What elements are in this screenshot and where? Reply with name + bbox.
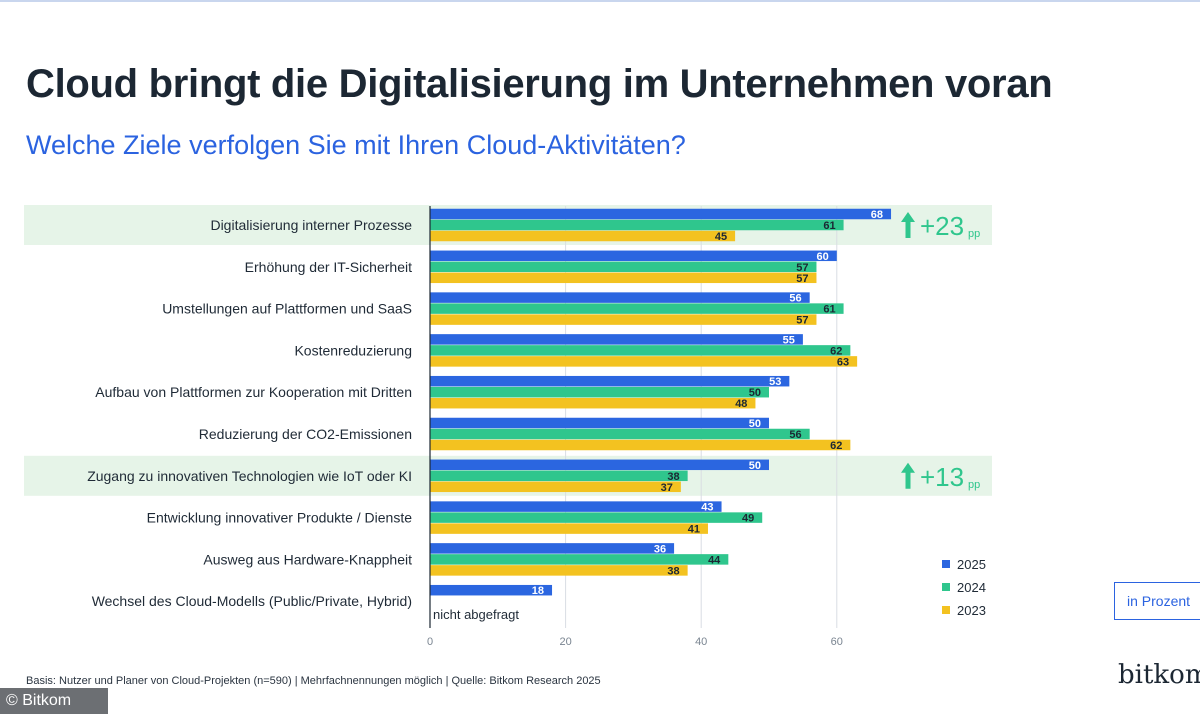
data-label-2025: 36 [654, 543, 666, 555]
data-label-2024: 61 [823, 220, 835, 232]
x-tick-label: 40 [695, 636, 707, 648]
legend-swatch-2024 [942, 583, 950, 591]
unit-label: in Prozent [1114, 582, 1200, 620]
bar-2024 [430, 303, 844, 314]
data-label-2025: 68 [871, 209, 883, 221]
data-label-2025: 53 [769, 376, 781, 388]
bar-2024 [430, 470, 688, 482]
data-label-2025: 55 [783, 334, 795, 346]
legend-label-2024: 2024 [957, 580, 986, 595]
bar-2025 [430, 334, 803, 345]
data-label-2025: 56 [789, 293, 801, 305]
bar-2023 [430, 397, 756, 409]
page-subtitle: Welche Ziele verfolgen Sie mit Ihren Clo… [26, 130, 686, 160]
arrow-up-icon [901, 462, 915, 489]
bar-2025 [430, 250, 837, 262]
legend-label-2023: 2023 [957, 603, 986, 618]
bar-2024 [430, 428, 810, 440]
data-label-2023: 41 [688, 524, 700, 536]
bar-2025 [430, 501, 722, 512]
data-label-2024: 38 [667, 471, 679, 483]
legend: 2025 2024 2023 [942, 557, 986, 618]
x-tick-label: 60 [831, 636, 843, 648]
category-label: Reduzierung der CO2-Emissionen [199, 426, 412, 442]
bar-2025 [430, 459, 769, 471]
data-label-2025: 50 [749, 418, 761, 430]
bar-2024 [430, 554, 729, 565]
legend-swatch-2023 [942, 606, 950, 614]
category-label: Entwicklung innovativer Produkte / Diens… [147, 510, 413, 526]
category-labels: Digitalisierung interner Prozesse Erhöhun… [87, 217, 412, 609]
category-label: Digitalisierung interner Prozesse [210, 217, 412, 233]
footnote-source: Basis: Nutzer und Planer von Cloud-Proje… [26, 675, 601, 687]
bar-2023 [430, 272, 817, 284]
bar-2025 [430, 292, 810, 303]
bar-2025 [430, 584, 553, 596]
data-label-2023: 37 [661, 482, 673, 494]
bar-2025 [430, 543, 675, 554]
bar-chart: Digitalisierung interner Prozesse Erhöhun… [24, 205, 992, 648]
data-label-2024: 57 [796, 262, 808, 274]
data-label-2024: 62 [830, 345, 842, 357]
x-tick-labels: 0 20 40 60 [427, 636, 843, 648]
bar-2023 [430, 314, 817, 325]
data-label-2024: 44 [708, 554, 721, 566]
copyright-label: © Bitkom [0, 688, 108, 714]
bar-2024 [430, 261, 817, 273]
data-label-2025: 50 [749, 460, 761, 472]
top-border [0, 0, 1200, 2]
data-label-2023: 62 [830, 440, 842, 452]
data-label-2025: 43 [701, 502, 713, 514]
category-label: Erhöhung der IT-Sicherheit [245, 259, 412, 275]
x-tick-label: 0 [427, 636, 433, 648]
delta-value: +23 [920, 211, 964, 241]
data-label-2023: 57 [796, 315, 808, 327]
bar-2023 [430, 439, 851, 451]
bars [430, 208, 892, 596]
data-label-2023: 38 [667, 565, 679, 577]
bar-2024 [430, 219, 844, 231]
x-tick-label: 20 [559, 636, 571, 648]
data-label-2023: 63 [837, 356, 849, 368]
delta-unit: pp [968, 479, 980, 491]
page-title: Cloud bringt die Digitalisierung im Unte… [26, 62, 1053, 106]
not-asked-note: nicht abgefragt [433, 607, 519, 622]
category-label: Ausweg aus Hardware-Knappheit [203, 551, 412, 567]
legend-swatch-2025 [942, 560, 950, 568]
category-label: Zugang zu innovativen Technologien wie I… [87, 468, 412, 484]
data-label-2023: 57 [796, 273, 808, 285]
bar-2024 [430, 512, 763, 523]
bar-2025 [430, 208, 892, 220]
data-label-2025: 60 [817, 251, 829, 263]
bar-2023 [430, 356, 858, 367]
category-label: Aufbau von Plattformen zur Kooperation m… [95, 384, 412, 400]
arrow-up-icon [901, 212, 915, 238]
data-label-2024: 56 [789, 429, 801, 441]
category-label: Kostenreduzierung [294, 342, 412, 358]
bar-2025 [430, 375, 790, 387]
delta-value: +13 [920, 462, 964, 492]
data-label-2023: 48 [735, 398, 747, 410]
category-label: Wechsel des Cloud-Modells (Public/Privat… [92, 593, 412, 609]
bar-2023 [430, 523, 708, 534]
delta-annotations: +23 pp +13 pp [901, 211, 980, 492]
category-label: Umstellungen auf Plattformen und SaaS [162, 301, 412, 317]
legend-label-2025: 2025 [957, 557, 986, 572]
data-label-2025: 18 [532, 585, 544, 597]
data-label-2024: 49 [742, 513, 754, 525]
bar-2023 [430, 230, 736, 242]
bar-2025 [430, 417, 769, 429]
bar-2024 [430, 386, 769, 398]
value-labels: 68 60 56 55 53 50 50 43 36 18 61 57 61 62 50 56 38 49 44 45… [433, 209, 883, 622]
bitkom-logo: bitkom [1118, 660, 1200, 690]
data-label-2023: 45 [715, 231, 727, 243]
data-label-2024: 50 [749, 387, 761, 399]
bar-2024 [430, 345, 851, 356]
data-label-2024: 61 [823, 304, 835, 316]
delta-unit: pp [968, 228, 980, 240]
bar-2023 [430, 481, 681, 493]
bar-2023 [430, 565, 688, 576]
